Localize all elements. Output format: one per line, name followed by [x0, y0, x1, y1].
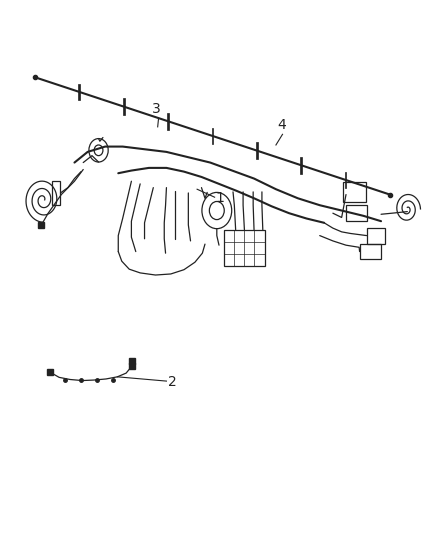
Polygon shape: [167, 113, 169, 130]
Polygon shape: [300, 157, 302, 174]
Text: 1: 1: [216, 191, 225, 205]
Polygon shape: [256, 142, 258, 159]
Text: 4: 4: [277, 118, 286, 132]
Polygon shape: [78, 84, 80, 100]
Bar: [224, 230, 265, 266]
Bar: [367, 228, 385, 244]
Bar: [343, 182, 366, 202]
Bar: [360, 244, 381, 259]
Bar: [52, 181, 60, 205]
Polygon shape: [123, 98, 125, 115]
Polygon shape: [345, 172, 346, 188]
Text: 2: 2: [168, 375, 177, 389]
Polygon shape: [212, 127, 213, 144]
Bar: [346, 205, 367, 221]
Text: 3: 3: [152, 102, 161, 116]
